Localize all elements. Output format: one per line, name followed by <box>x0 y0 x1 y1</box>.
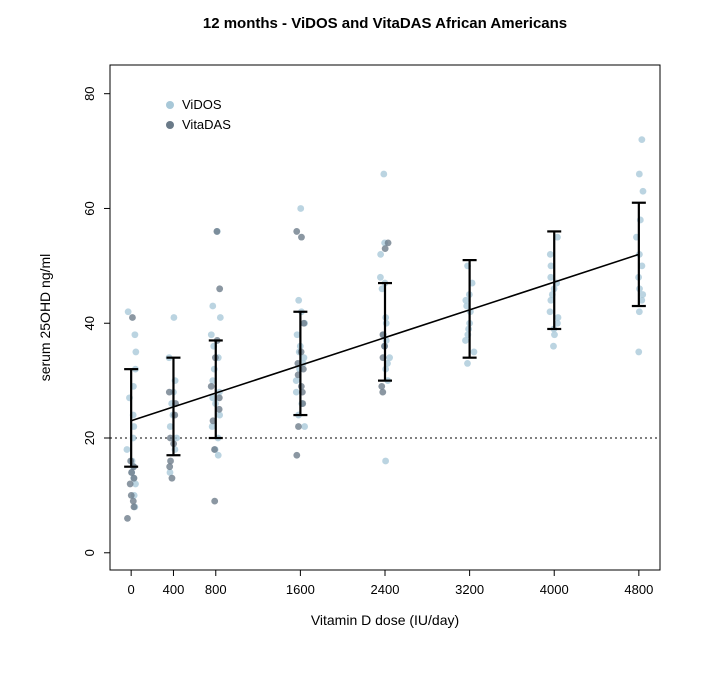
data-point <box>385 239 392 246</box>
data-point <box>166 389 173 396</box>
data-point <box>386 354 393 361</box>
scatter-chart: 12 months - ViDOS and VitaDAS African Am… <box>0 0 704 692</box>
data-point <box>301 423 308 430</box>
data-point <box>547 308 554 315</box>
y-tick-label: 40 <box>82 316 97 330</box>
x-tick-label: 2400 <box>371 582 400 597</box>
data-point <box>464 360 471 367</box>
data-point <box>462 297 469 304</box>
data-point <box>378 383 385 390</box>
data-point <box>550 343 557 350</box>
data-point <box>636 171 643 178</box>
data-point <box>380 171 387 178</box>
data-point <box>377 274 384 281</box>
data-point <box>131 503 138 510</box>
x-tick-label: 4000 <box>540 582 569 597</box>
data-point <box>216 285 223 292</box>
data-point <box>471 349 478 356</box>
data-point <box>208 331 215 338</box>
data-point <box>638 136 645 143</box>
data-point <box>382 458 389 465</box>
data-point <box>124 446 131 453</box>
data-point <box>128 492 135 499</box>
data-point <box>640 188 647 195</box>
chart-container: 12 months - ViDOS and VitaDAS African Am… <box>0 0 704 692</box>
data-point <box>213 228 220 235</box>
data-point <box>295 297 302 304</box>
data-point <box>635 349 642 356</box>
data-point <box>208 383 215 390</box>
x-tick-label: 0 <box>128 582 135 597</box>
data-point <box>382 245 389 252</box>
x-tick-label: 1600 <box>286 582 315 597</box>
y-axis-ticks: 0 20 40 60 80 <box>82 86 110 556</box>
data-point <box>215 452 222 459</box>
x-axis-label: Vitamin D dose (IU/day) <box>311 612 459 628</box>
data-point <box>293 389 300 396</box>
data-point <box>551 331 558 338</box>
data-point <box>636 308 643 315</box>
data-point <box>216 394 223 401</box>
legend-label: VitaDAS <box>182 117 231 132</box>
legend-label: ViDOS <box>182 97 222 112</box>
y-tick-label: 80 <box>82 86 97 100</box>
data-point <box>209 303 216 310</box>
data-point <box>127 481 134 488</box>
x-axis-ticks: 0 400 800 1600 2400 3200 4000 4800 <box>128 570 654 597</box>
chart-title: 12 months - ViDOS and VitaDAS African Am… <box>203 15 567 32</box>
data-point <box>295 423 302 430</box>
data-point <box>555 314 562 321</box>
y-axis-label: serum 25OHD ng/ml <box>37 254 53 382</box>
data-point <box>298 234 305 241</box>
data-point <box>124 515 131 522</box>
data-point <box>209 423 216 430</box>
y-tick-label: 60 <box>82 201 97 215</box>
data-point <box>171 314 178 321</box>
legend-swatch <box>166 101 174 109</box>
y-tick-label: 20 <box>82 431 97 445</box>
data-point <box>547 251 554 258</box>
data-point <box>297 205 304 212</box>
data-point <box>217 314 224 321</box>
data-point <box>211 446 218 453</box>
x-tick-label: 4800 <box>624 582 653 597</box>
legend: ViDOS VitaDAS <box>166 97 231 132</box>
x-tick-label: 800 <box>205 582 227 597</box>
regression-line <box>131 254 639 420</box>
data-point <box>132 349 139 356</box>
data-point <box>293 452 300 459</box>
y-tick-label: 0 <box>82 549 97 556</box>
data-point <box>639 291 646 298</box>
data-point <box>293 228 300 235</box>
data-point <box>167 458 174 465</box>
data-point <box>211 498 218 505</box>
x-tick-label: 400 <box>163 582 185 597</box>
data-point <box>379 389 386 396</box>
x-tick-label: 3200 <box>455 582 484 597</box>
data-point <box>125 308 132 315</box>
legend-swatch <box>166 121 174 129</box>
data-point <box>166 463 173 470</box>
data-point <box>383 320 390 327</box>
data-point <box>129 314 136 321</box>
data-point <box>169 475 176 482</box>
data-point <box>132 331 139 338</box>
data-point <box>377 251 384 258</box>
